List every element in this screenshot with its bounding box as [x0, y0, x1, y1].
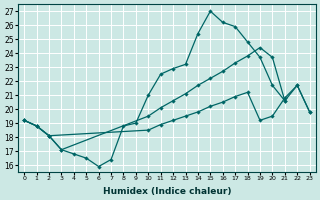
X-axis label: Humidex (Indice chaleur): Humidex (Indice chaleur)	[103, 187, 231, 196]
